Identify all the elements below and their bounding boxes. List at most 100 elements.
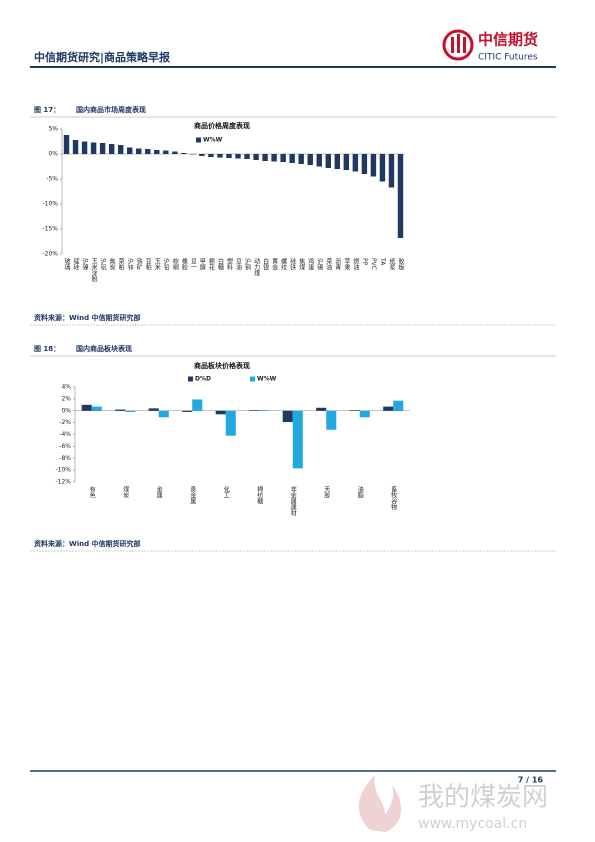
figure-source: 资料来源：Wind 中信期货研究部 [34, 539, 141, 548]
x-tick-label: TA [379, 257, 386, 266]
bar [126, 147, 133, 154]
bar [379, 154, 386, 182]
y-tick-label: 4% [61, 384, 71, 391]
bar [316, 407, 327, 411]
bar [108, 144, 115, 154]
watermark-url: www.mycoal.cn [418, 816, 527, 832]
x-tick-label: 螺纹 [280, 257, 287, 271]
x-tick-label: 动力煤 [253, 258, 260, 277]
bar [249, 410, 260, 411]
bar [136, 148, 142, 154]
x-tick-label: 苹果 [343, 257, 350, 271]
y-tick-label: 0% [61, 407, 71, 414]
bar [349, 410, 360, 411]
bar [181, 153, 187, 154]
bar [190, 154, 196, 155]
x-tick-label: 贵金属 [189, 485, 196, 505]
bar [352, 154, 359, 172]
y-tick-label: -15% [42, 226, 58, 233]
bar [163, 150, 169, 154]
bar [158, 410, 169, 418]
bar [192, 399, 203, 411]
x-tick-label: 焦煤 [298, 257, 305, 271]
x-tick-label: 油脂 [356, 485, 363, 499]
x-tick-label: 有色 [88, 485, 95, 498]
bar [244, 154, 250, 159]
bar [282, 410, 293, 423]
bar [115, 409, 126, 411]
bar [72, 140, 79, 154]
bar [298, 154, 304, 164]
bar [259, 410, 270, 411]
y-tick-label: -10% [55, 467, 71, 474]
x-tick-label: 玉米 [153, 258, 160, 271]
bar [81, 141, 88, 154]
x-tick-label: 白糖 [216, 257, 223, 271]
figure-number: 图 18： [34, 344, 60, 353]
bar [217, 154, 223, 158]
logo-en: CITIC Futures [478, 53, 538, 63]
x-tick-label: 非金属建材 [289, 485, 296, 516]
bar [271, 154, 277, 162]
y-tick-label: -4% [59, 431, 71, 438]
bar [307, 154, 313, 165]
legend-label: W%W [257, 376, 277, 383]
y-tick-label: -6% [59, 443, 71, 450]
bar [262, 154, 268, 161]
bar [125, 410, 136, 412]
bar [91, 406, 102, 411]
bar [334, 154, 341, 169]
x-tick-label: 豆油 [235, 258, 242, 271]
legend-label: W%W [203, 137, 223, 144]
bar [81, 404, 92, 411]
x-tick-label: 棉花 [207, 257, 214, 271]
bar [325, 154, 331, 168]
bar [63, 135, 70, 154]
bar [117, 145, 124, 154]
x-tick-label: 沪铅 [162, 257, 169, 271]
y-tick-label: -5% [46, 176, 58, 183]
bar [253, 154, 259, 160]
bar [154, 150, 160, 154]
x-tick-label: 菜粕 [117, 257, 124, 271]
x-tick-label: 纸浆 [388, 257, 395, 270]
chart-title: 商品板块价格表现 [194, 361, 250, 370]
legend-swatch [196, 137, 201, 143]
bar [393, 400, 404, 411]
x-tick-label: 白银 [262, 257, 269, 271]
figure-number: 图 17： [34, 105, 60, 114]
x-tick-label: 玉米淀粉 [90, 258, 97, 283]
x-tick-label: 玻璃 [63, 257, 70, 271]
x-tick-label: 沪镍 [81, 257, 88, 271]
y-tick-label: 0% [48, 151, 58, 158]
bar [90, 142, 97, 154]
bar [182, 410, 193, 412]
x-tick-label: 锰硅 [72, 257, 79, 270]
logo-cn: 中信期货 [478, 31, 538, 49]
logo [442, 29, 474, 61]
bar [316, 154, 322, 167]
bar [145, 149, 151, 154]
figure-caption: 国内商品板块表现 [76, 344, 132, 353]
x-tick-label: 豆一 [189, 258, 196, 270]
bar [326, 410, 337, 430]
x-tick-label: 甲醇 [198, 258, 205, 271]
x-tick-label: 沪铜 [244, 257, 251, 271]
x-tick-label: 棉纺糖 [256, 485, 263, 505]
y-tick-label: 2% [61, 395, 71, 402]
bar [292, 410, 303, 469]
y-tick-label: -10% [42, 201, 58, 208]
x-tick-label: 沪锌 [126, 257, 133, 271]
x-tick-label: PVC [370, 258, 377, 270]
bar [383, 406, 394, 411]
watermark-name: 我的煤炭网 [418, 783, 548, 813]
x-tick-label: 橡胶 [180, 257, 187, 271]
x-tick-label: 豆粕 [144, 258, 151, 271]
x-tick-label: 化工 [222, 485, 229, 498]
chart-title: 商品价格周度表现 [194, 121, 250, 130]
y-tick-label: -2% [59, 419, 71, 426]
x-tick-label: 畜牧谷物 [390, 485, 397, 511]
x-tick-label: 焦炭 [108, 257, 115, 271]
